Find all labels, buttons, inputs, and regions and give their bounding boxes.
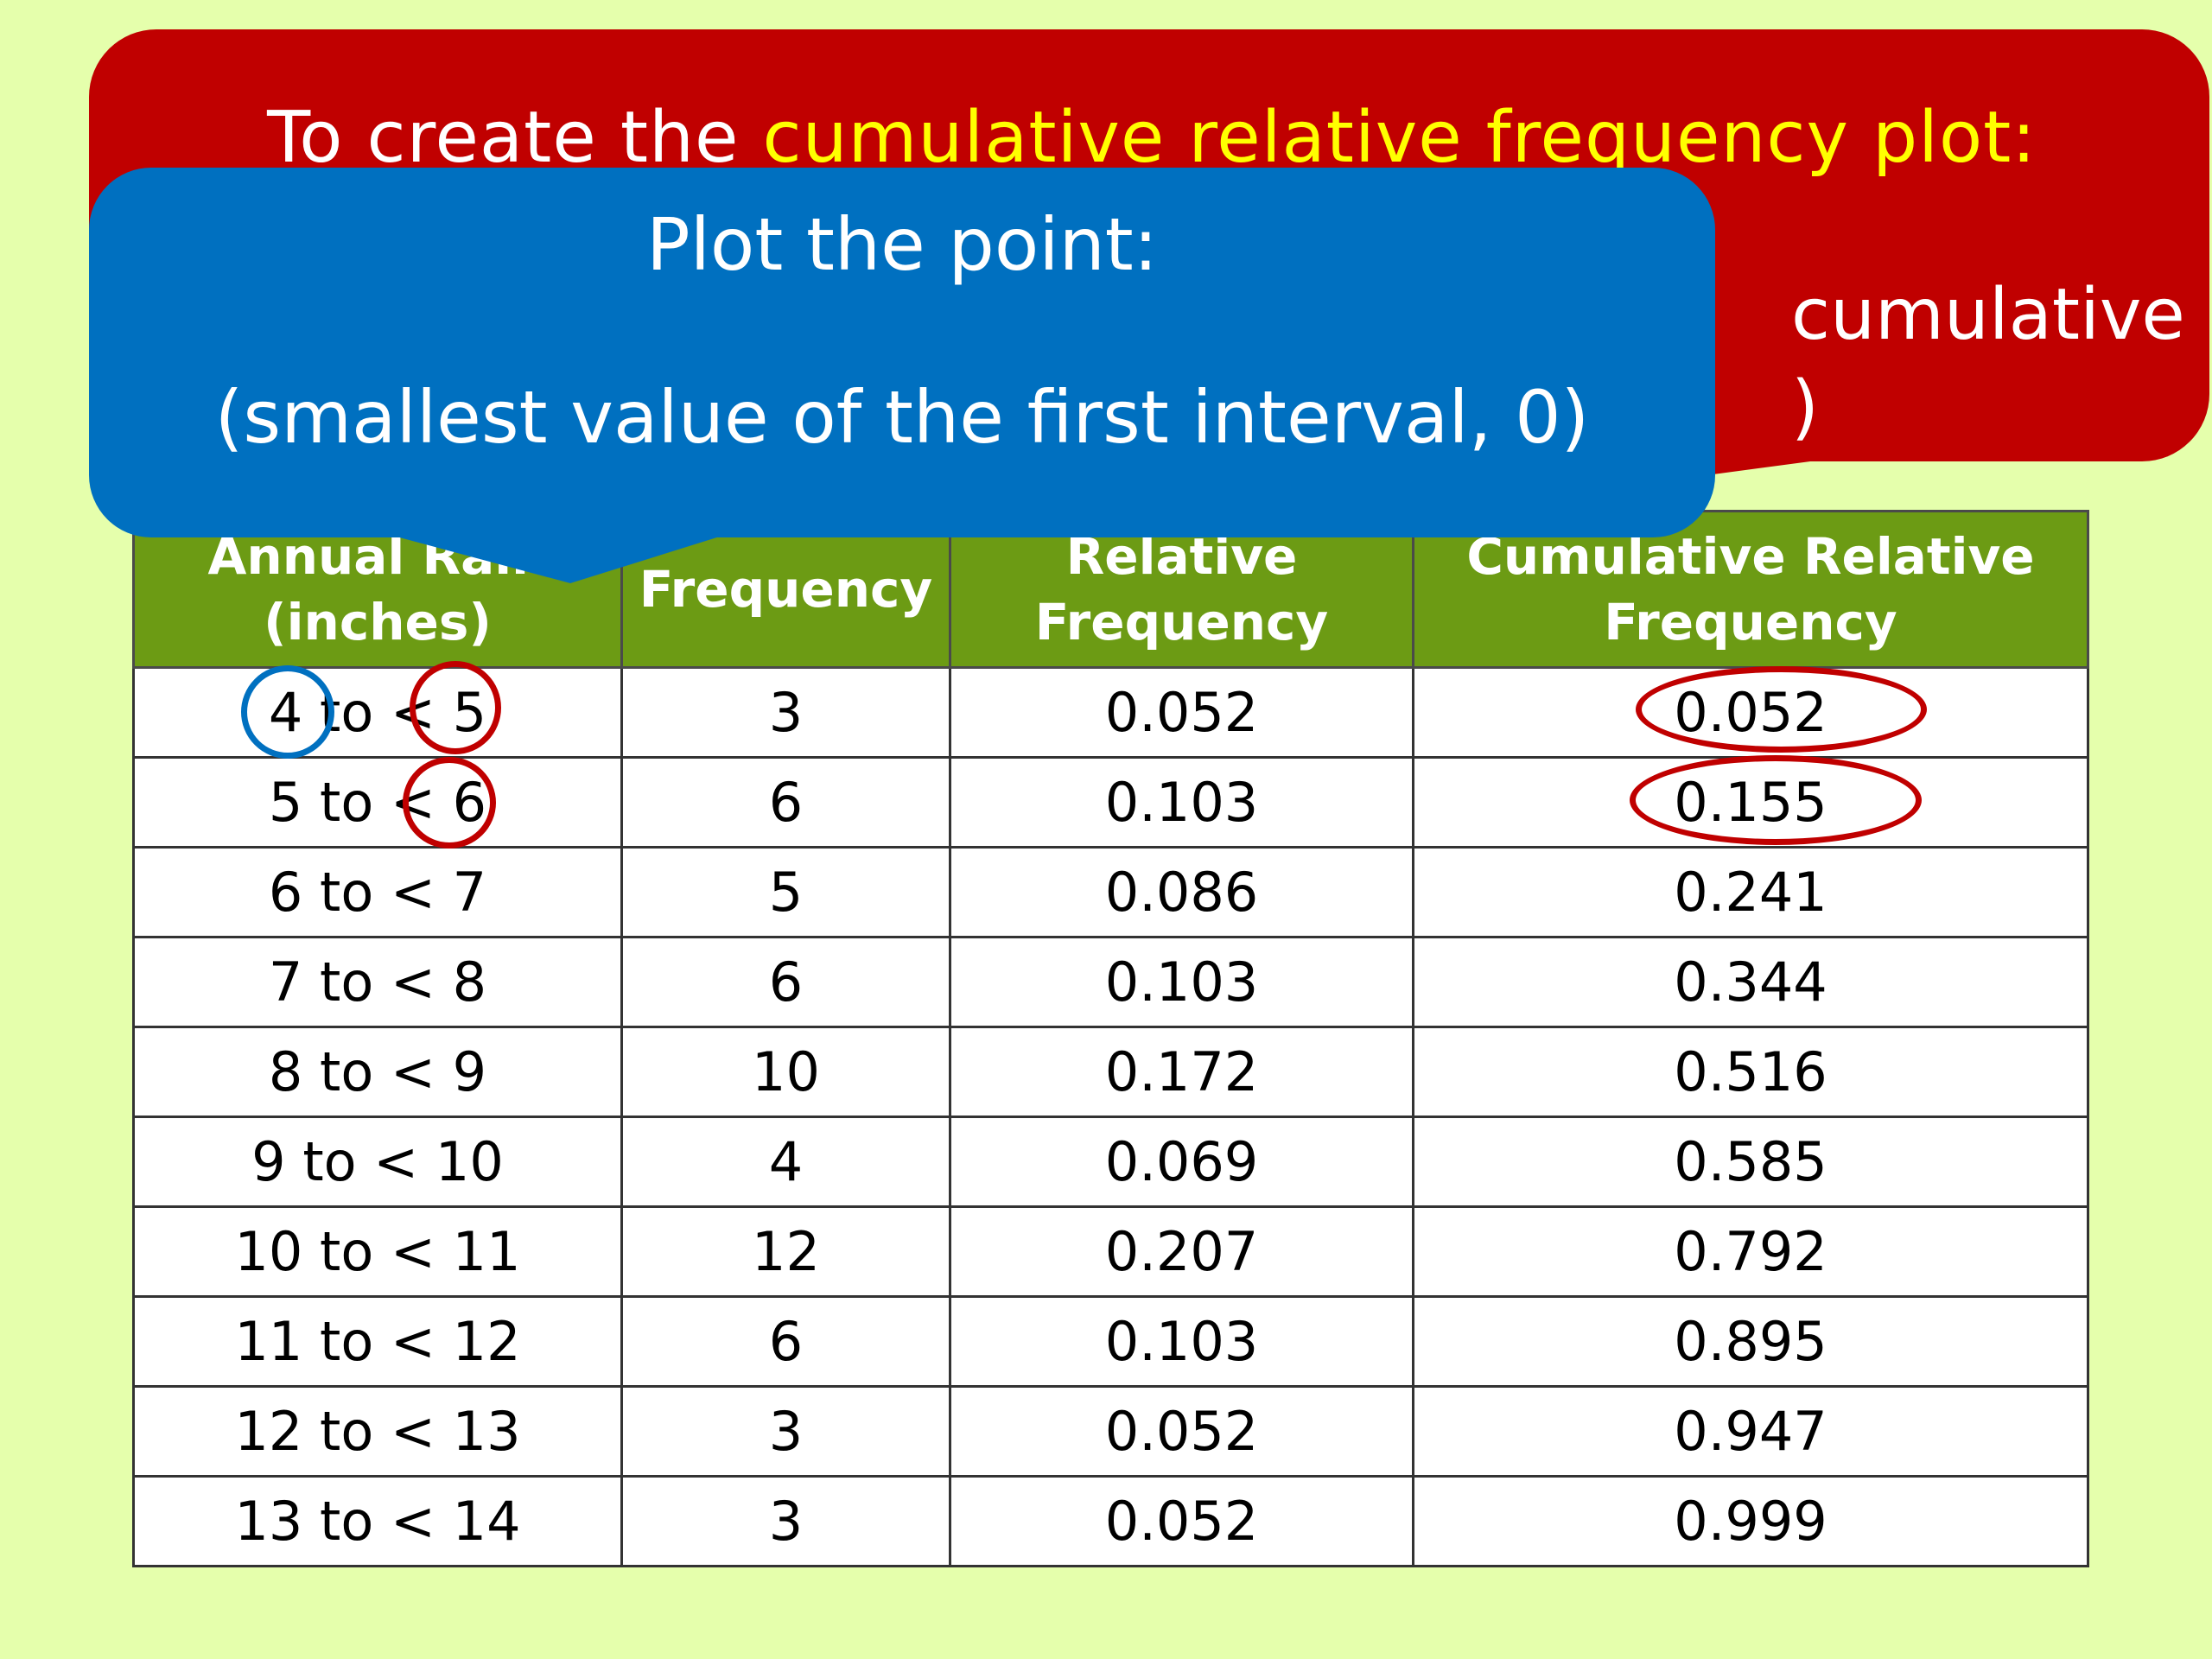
relative-cell: 0.207 bbox=[949, 1205, 1414, 1298]
interval-cell: 11 to < 12 bbox=[132, 1295, 623, 1388]
relative-cell: 0.086 bbox=[949, 846, 1414, 938]
table-row: 11 to < 12 6 0.103 0.895 bbox=[132, 1295, 2089, 1388]
cumulative-cell: 0.585 bbox=[1412, 1116, 2089, 1208]
interval-cell: 4 to < 5 bbox=[132, 666, 623, 759]
cumulative-cell: 0.999 bbox=[1412, 1475, 2089, 1567]
frequency-cell: 10 bbox=[620, 1026, 951, 1118]
cumulative-cell: 0.947 bbox=[1412, 1385, 2089, 1478]
frequency-cell: 3 bbox=[620, 1385, 951, 1478]
red-oval-annotation bbox=[1630, 755, 1922, 845]
frequency-cell: 6 bbox=[620, 936, 951, 1028]
frequency-cell: 4 bbox=[620, 1116, 951, 1208]
red-callout-line2: cumulative bbox=[1791, 274, 2185, 356]
blue-callout-subtitle: (smallest value of the first interval, 0… bbox=[214, 375, 1590, 460]
header-frequency: Frequency bbox=[620, 510, 951, 669]
cumulative-cell: 0.344 bbox=[1412, 936, 2089, 1028]
table-row: 12 to < 13 3 0.052 0.947 bbox=[132, 1385, 2089, 1478]
cumulative-cell: 0.241 bbox=[1412, 846, 2089, 938]
header-rain-line2: (inches) bbox=[264, 593, 492, 652]
frequency-cell: 6 bbox=[620, 1295, 951, 1388]
red-circle-annotation bbox=[403, 757, 496, 849]
header-frequency-label: Frequency bbox=[639, 560, 933, 619]
relative-cell: 0.052 bbox=[949, 1475, 1414, 1567]
interval-cell: 6 to < 7 bbox=[132, 846, 623, 938]
frequency-cell: 3 bbox=[620, 666, 951, 759]
table-row: 13 to < 14 3 0.052 0.999 bbox=[132, 1475, 2089, 1567]
frequency-cell: 12 bbox=[620, 1205, 951, 1298]
cumulative-cell: 0.792 bbox=[1412, 1205, 2089, 1298]
interval-cell: 7 to < 8 bbox=[132, 936, 623, 1028]
cumulative-cell: 0.895 bbox=[1412, 1295, 2089, 1388]
interval-cell: 10 to < 11 bbox=[132, 1205, 623, 1298]
table-row: 10 to < 11 12 0.207 0.792 bbox=[132, 1205, 2089, 1298]
red-callout-title: To create the cumulative relative freque… bbox=[89, 97, 2212, 179]
relative-cell: 0.103 bbox=[949, 1295, 1414, 1388]
frequency-cell: 5 bbox=[620, 846, 951, 938]
interval-cell: 9 to < 10 bbox=[132, 1116, 623, 1208]
blue-callout: Plot the point: (smallest value of the f… bbox=[89, 168, 1715, 537]
table-row: 8 to < 9 10 0.172 0.516 bbox=[132, 1026, 2089, 1118]
header-cumulative-line2: Frequency bbox=[1604, 593, 1897, 652]
relative-cell: 0.103 bbox=[949, 936, 1414, 1028]
table-row: 9 to < 10 4 0.069 0.585 bbox=[132, 1116, 2089, 1208]
relative-cell: 0.052 bbox=[949, 1385, 1414, 1478]
header-relative-line2: Frequency bbox=[1034, 593, 1329, 652]
interval-cell: 13 to < 14 bbox=[132, 1475, 623, 1567]
cumulative-cell: 0.516 bbox=[1412, 1026, 2089, 1118]
relative-cell: 0.103 bbox=[949, 756, 1414, 849]
interval-cell: 8 to < 9 bbox=[132, 1026, 623, 1118]
red-oval-annotation bbox=[1636, 666, 1927, 753]
frequency-cell: 3 bbox=[620, 1475, 951, 1567]
title-prefix: To create the bbox=[267, 97, 763, 179]
blue-circle-annotation bbox=[241, 665, 334, 759]
table-row: 7 to < 8 6 0.103 0.344 bbox=[132, 936, 2089, 1028]
blue-callout-title: Plot the point: bbox=[645, 202, 1159, 287]
relative-cell: 0.069 bbox=[949, 1116, 1414, 1208]
interval-cell: 12 to < 13 bbox=[132, 1385, 623, 1478]
blue-callout-tail bbox=[328, 518, 778, 583]
red-circle-annotation bbox=[410, 661, 501, 754]
title-highlight: cumulative relative frequency plot: bbox=[762, 97, 2037, 179]
frequency-cell: 6 bbox=[620, 756, 951, 849]
interval-cell: 5 to < 6 bbox=[132, 756, 623, 849]
red-callout-line3: ) bbox=[1791, 366, 1819, 448]
relative-cell: 0.172 bbox=[949, 1026, 1414, 1118]
relative-cell: 0.052 bbox=[949, 666, 1414, 759]
table-row: 6 to < 7 5 0.086 0.241 bbox=[132, 846, 2089, 938]
